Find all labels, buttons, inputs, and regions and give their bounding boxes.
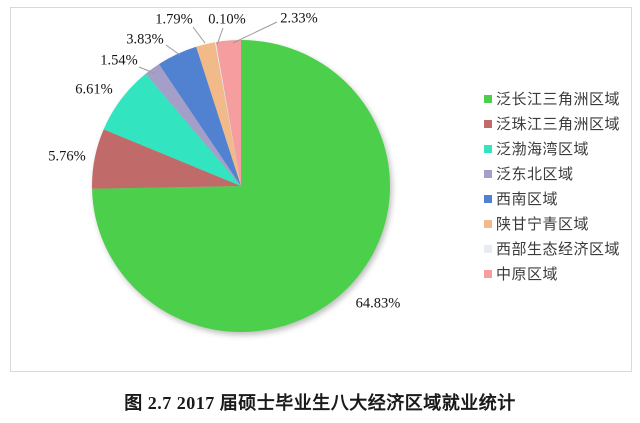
pie-label-southwest: 3.83% [126,31,164,48]
legend-item-pan-pearl: 泛珠江三角洲区域 [484,111,620,136]
pie-slice-3 [103,73,242,186]
legend-swatch-icon [484,269,492,278]
leader-line-1.54 [138,66,155,74]
legend-label: 西南区域 [496,192,559,208]
legend-item-central-plains: 中原区域 [484,261,620,286]
pie-slice-7 [214,42,241,186]
pie-label-central-plains: 2.33% [280,10,318,27]
legend-label: 泛珠江三角洲区域 [496,117,621,133]
pie-slice-8 [215,40,241,186]
legend-label: 泛长江三角洲区域 [496,92,621,108]
legend-swatch-icon [484,144,492,153]
legend-swatch-icon [484,119,492,128]
leader-line-2.33 [232,21,278,44]
pie-label-pan-yangtze: 64.83% [355,295,401,312]
leader-lines [138,21,278,74]
pie-slice-5 [159,46,241,187]
pie-slice-6 [196,42,241,186]
legend-item-pan-northeast: 泛东北区域 [484,161,620,186]
legend-label: 陕甘宁青区域 [496,217,590,233]
legend-label: 泛渤海湾区域 [496,142,590,158]
legend-swatch-icon [484,219,492,228]
legend-swatch-icon [484,244,492,253]
legend-item-shaanganningqing: 陕甘宁青区域 [484,211,620,236]
legend-item-west-eco: 西部生态经济区域 [484,236,620,261]
leader-line-1.79 [192,26,206,44]
pie-label-pan-northeast: 1.54% [100,52,138,69]
pie-slices [92,40,391,332]
pie-label-pan-bohai: 6.61% [75,81,113,98]
chart-caption: 图 2.7 2017 届硕士毕业生八大经济区域就业统计 [124,393,516,413]
legend-item-southwest: 西南区域 [484,186,620,211]
leader-line-0.10 [216,27,224,46]
legend: 泛长江三角洲区域 泛珠江三角洲区域 泛渤海湾区域 泛东北区域 西南区域 陕甘宁青… [484,86,620,286]
legend-item-pan-bohai: 泛渤海湾区域 [484,136,620,161]
legend-label: 中原区域 [496,267,559,283]
pie-label-pan-pearl: 5.76% [48,148,86,165]
legend-swatch-icon [484,169,492,178]
pie-slice-4 [145,64,241,186]
legend-swatch-icon [484,94,492,103]
legend-swatch-icon [484,194,492,203]
leader-line-3.83 [165,44,181,56]
pie-label-west-eco: 0.10% [208,11,246,28]
pie-slice-2 [92,129,241,189]
legend-item-pan-yangtze: 泛长江三角洲区域 [484,86,620,111]
pie-slice-1 [92,40,391,332]
legend-label: 西部生态经济区域 [496,242,621,258]
pie-label-shaanganningqing: 1.79% [155,11,193,28]
legend-label: 泛东北区域 [496,167,574,183]
